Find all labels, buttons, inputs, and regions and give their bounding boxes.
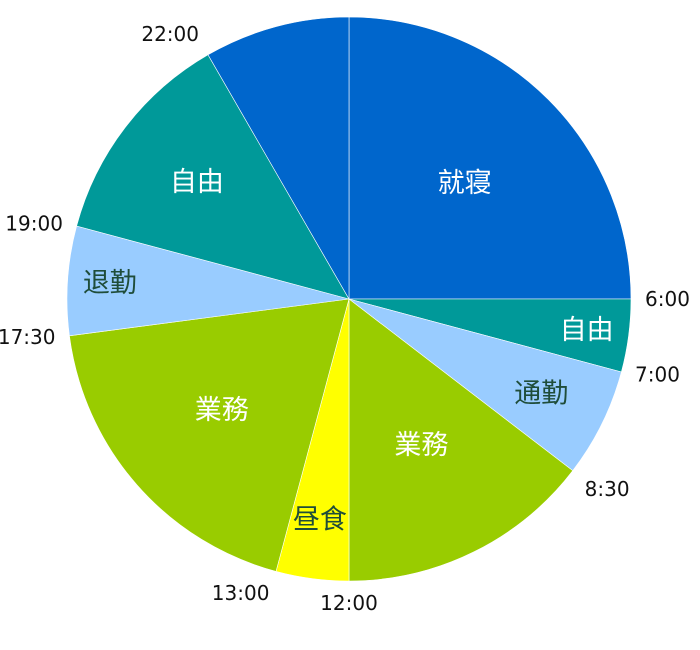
slice-label-5: 業務 xyxy=(195,395,249,426)
slice-label-2: 通勤 xyxy=(514,378,568,409)
time-label-2: 8:30 xyxy=(585,477,630,501)
pie-slice-3 xyxy=(348,298,574,582)
slice-label-6: 退勤 xyxy=(83,268,137,299)
slice-label-7: 自由 xyxy=(170,167,224,198)
slice-label-3: 業務 xyxy=(394,430,448,461)
time-label-7: 22:00 xyxy=(141,22,199,46)
time-boundary-labels: 6:00 7:00 8:30 12:00 13:00 17:30 19:00 22:00 xyxy=(0,22,690,615)
pie-slice-8 xyxy=(207,16,350,301)
pie-slices xyxy=(66,16,632,582)
time-label-4: 13:00 xyxy=(212,581,270,605)
slice-label-1: 自由 xyxy=(560,315,614,346)
time-label-3: 12:00 xyxy=(320,591,378,615)
time-label-0: 6:00 xyxy=(645,287,690,311)
slice-label-4: 昼食 xyxy=(293,504,347,535)
pie-slice-7 xyxy=(76,54,350,300)
slice-label-0: 就寝 xyxy=(438,168,492,199)
time-label-5: 17:30 xyxy=(0,325,55,349)
time-label-6: 19:00 xyxy=(5,211,63,235)
pie-slice-0 xyxy=(348,16,632,300)
pie-slice-5 xyxy=(69,298,350,572)
time-label-1: 7:00 xyxy=(635,363,680,387)
